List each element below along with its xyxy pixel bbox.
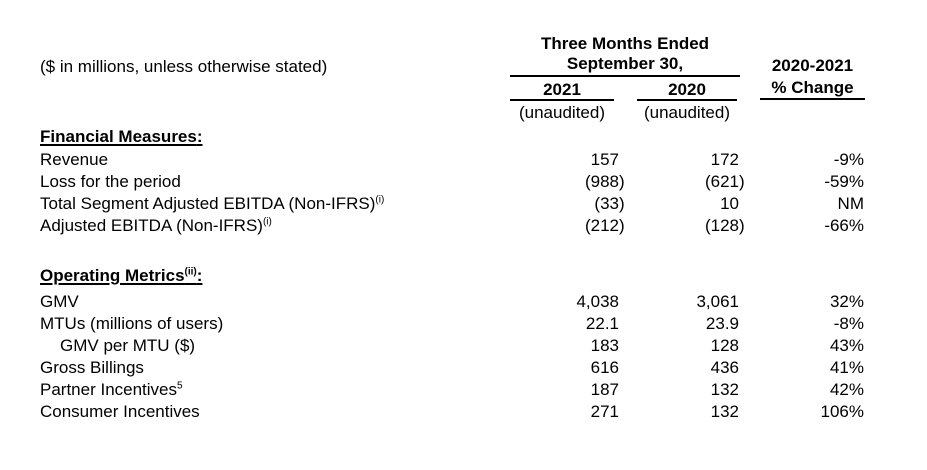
row-label: Gross Billings — [40, 358, 144, 377]
value-2020: 132 — [710, 402, 739, 421]
table-body: Financial Measures: Revenue 157 172 -9% … — [40, 126, 864, 423]
unaudited-label-2021: (unaudited) — [518, 103, 605, 122]
section-title: Financial Measures: — [40, 127, 203, 146]
table-row: Gross Billings 616 436 41% — [40, 357, 864, 379]
section-header-row: Financial Measures: — [40, 126, 864, 149]
row-label: Revenue — [40, 150, 109, 169]
footnote-ref: (ii) — [184, 266, 197, 278]
value-change: 106% — [820, 402, 864, 421]
value-2021: (988) — [584, 172, 625, 191]
table-row: Consumer Incentives 271 132 106% — [40, 401, 864, 423]
footnote-ref: (i) — [262, 216, 272, 228]
value-2021: 271 — [590, 402, 619, 421]
value-2021: 616 — [590, 358, 619, 377]
table-row: Loss for the period (988) (621) -59% — [40, 171, 864, 193]
row-label: Total Segment Adjusted EBITDA (Non-IFRS)… — [40, 194, 385, 213]
table-row: Partner Incentives5 187 132 42% — [40, 379, 864, 401]
section-title: Operating Metrics(ii): — [40, 266, 203, 285]
row-label: Consumer Incentives — [40, 402, 200, 421]
unaudited-label-2020: (unaudited) — [643, 103, 730, 122]
value-2020: 132 — [710, 380, 739, 399]
table-row: MTUs (millions of users) 22.1 23.9 -8% — [40, 313, 864, 335]
value-change: 41% — [829, 358, 864, 377]
value-change: 43% — [829, 336, 864, 355]
value-2021: (33) — [594, 194, 625, 213]
footnote-ref: (i) — [375, 194, 385, 206]
row-label: MTUs (millions of users) — [40, 314, 224, 333]
column-header-2021: 2021 — [510, 81, 614, 101]
value-change: NM — [837, 194, 864, 213]
value-change: -66% — [824, 216, 864, 235]
value-2020: 3,061 — [696, 292, 739, 311]
value-2020: 23.9 — [705, 314, 739, 333]
value-change: 42% — [829, 380, 864, 399]
value-change: 32% — [829, 292, 864, 311]
value-2021: 4,038 — [576, 292, 619, 311]
row-label: GMV per MTU ($) — [60, 336, 196, 355]
period-header-line1: Three Months Ended — [540, 34, 710, 53]
row-label: Partner Incentives5 — [40, 380, 183, 399]
value-2021: 22.1 — [585, 314, 619, 333]
table-row: Revenue 157 172 -9% — [40, 149, 864, 171]
value-2020: 128 — [710, 336, 739, 355]
value-2020: 10 — [720, 194, 739, 213]
period-header-line2: September 30, — [510, 54, 740, 77]
section-header-row: Operating Metrics(ii): — [40, 265, 864, 291]
footnote-ref: 5 — [177, 380, 183, 392]
row-label: Adjusted EBITDA (Non-IFRS)(i) — [40, 216, 272, 235]
value-2021: (212) — [584, 216, 625, 235]
value-2020: (128) — [704, 216, 745, 235]
value-2020: 172 — [710, 150, 739, 169]
change-header-line1: 2020-2021 — [771, 56, 854, 75]
value-change: -9% — [833, 150, 864, 169]
value-change: -59% — [824, 172, 864, 191]
table-row: GMV per MTU ($) 183 128 43% — [40, 335, 864, 357]
change-header-line2: % Change — [760, 79, 865, 100]
value-2021: 183 — [590, 336, 619, 355]
value-2020: (621) — [704, 172, 745, 191]
row-label: GMV — [40, 292, 79, 311]
section-spacer — [40, 237, 864, 265]
table-row: GMV 4,038 3,061 32% — [40, 291, 864, 313]
table-row: Adjusted EBITDA (Non-IFRS)(i) (212) (128… — [40, 215, 864, 237]
value-2021: 187 — [590, 380, 619, 399]
value-2020: 436 — [710, 358, 739, 377]
value-change: -8% — [833, 314, 864, 333]
row-label: Loss for the period — [40, 172, 181, 191]
units-note: ($ in millions, unless otherwise stated) — [40, 57, 328, 76]
value-2021: 157 — [590, 150, 619, 169]
table-row: Total Segment Adjusted EBITDA (Non-IFRS)… — [40, 193, 864, 215]
column-header-2020: 2020 — [637, 81, 737, 101]
